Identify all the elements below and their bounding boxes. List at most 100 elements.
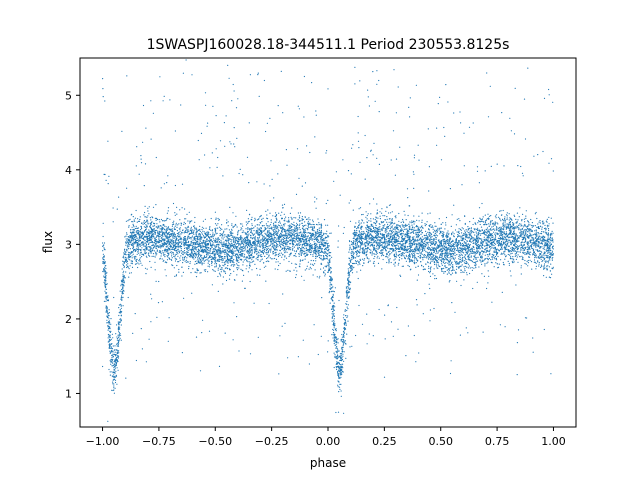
data-point [157,225,159,227]
data-point [217,253,219,255]
data-point [354,240,356,242]
data-point [481,240,483,242]
data-point [148,252,150,254]
data-point [268,230,270,232]
data-point [126,75,128,77]
data-point [411,251,414,253]
data-point [304,236,306,238]
data-point [186,227,188,229]
data-point [153,237,156,239]
data-point [389,239,391,242]
data-point [349,346,351,348]
data-point [291,235,293,237]
data-point [139,240,141,242]
data-point [267,235,269,237]
data-point [421,219,423,221]
data-point [357,277,359,280]
data-point [212,243,214,245]
data-point [475,261,477,263]
data-point [140,328,142,330]
data-point [360,247,362,249]
data-point [169,99,171,101]
data-point [434,229,436,231]
data-point [401,265,403,267]
data-point [418,231,421,234]
data-point [401,248,403,251]
data-point [414,221,416,223]
data-point [127,266,129,268]
data-point [405,228,407,230]
data-point [310,268,312,270]
data-point [552,232,554,234]
data-point [377,247,379,249]
data-point [252,227,254,230]
data-point [134,220,136,222]
data-point [226,222,228,224]
data-point [167,254,169,256]
data-point [209,227,211,229]
data-point [404,228,406,230]
data-point [549,270,552,272]
data-point [182,258,184,260]
data-point [165,226,167,228]
data-point [381,228,383,230]
data-point [504,243,506,245]
data-point [131,213,133,215]
data-point [110,330,112,332]
data-point [155,243,157,245]
data-point [323,219,326,221]
data-point [182,251,184,253]
data-point [167,175,169,177]
data-point [521,236,523,238]
data-point [350,173,352,175]
data-point [174,130,176,132]
data-point [529,239,532,241]
data-point [461,242,463,245]
data-point [311,239,313,241]
data-point [477,256,479,258]
data-point [376,257,378,259]
data-point [543,263,546,265]
data-point [208,255,211,257]
data-point [352,262,354,265]
data-point [440,245,442,247]
data-point [337,374,339,376]
data-point [154,217,156,219]
data-point [301,228,304,230]
data-point [476,248,478,250]
data-point [279,234,281,236]
data-point [231,256,233,258]
data-point [454,311,456,313]
data-point [526,253,528,255]
data-point [286,236,288,238]
data-point [217,227,219,229]
data-point [377,262,380,264]
data-point [396,244,398,246]
data-point [376,245,378,247]
data-point [524,138,527,140]
data-point [416,257,418,259]
data-point [182,232,184,234]
data-point [334,324,336,326]
data-point [529,224,531,226]
data-point [123,249,126,251]
data-point [433,259,435,261]
data-point [374,255,376,258]
data-point [195,255,197,257]
data-point [521,220,523,222]
data-point [527,253,529,255]
data-point [242,225,244,227]
data-point [395,248,397,250]
data-point [538,221,540,223]
data-point [244,243,246,245]
data-point [414,243,416,245]
data-point [136,237,138,239]
data-point [186,229,188,231]
data-point [266,248,268,251]
data-point [499,210,501,212]
data-point [175,224,177,226]
data-point [426,221,428,223]
data-point [539,257,541,259]
data-point [124,277,126,279]
data-point [377,227,379,229]
